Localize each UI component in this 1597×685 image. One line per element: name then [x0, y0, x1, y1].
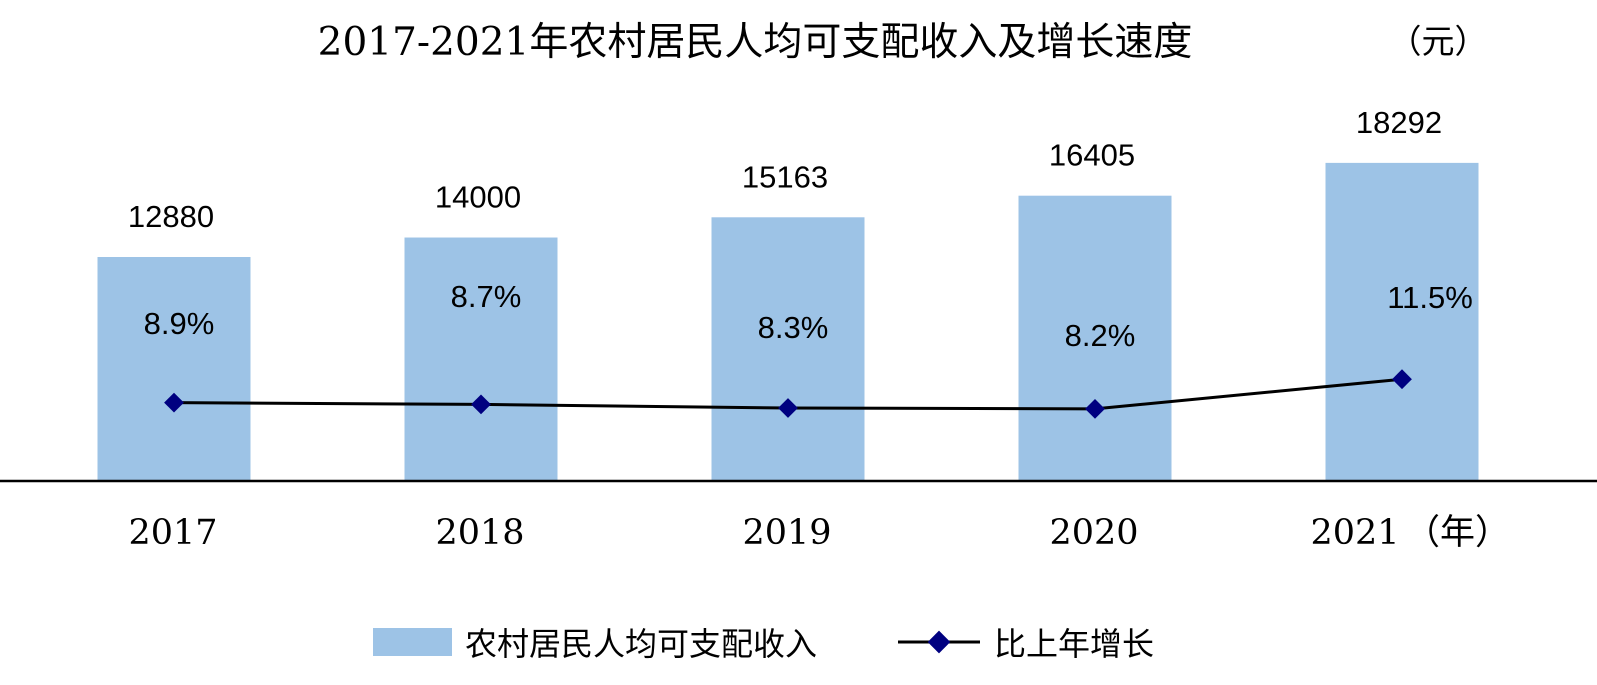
x-tick-2020: 2020 — [1049, 513, 1138, 553]
growth-marker-2021 — [1392, 369, 1412, 390]
growth-marker-2017 — [164, 392, 184, 413]
x-tick-2019: 2019 — [742, 513, 831, 553]
bar-value-label-2018: 14000 — [435, 180, 521, 215]
growth-label-2018: 8.7% — [451, 279, 522, 314]
legend-line-label: 比上年增长 — [994, 625, 1154, 663]
y-axis-unit: （元） — [1389, 22, 1488, 61]
bar-value-label-2020: 16405 — [1049, 138, 1135, 173]
bar-value-label-2021: 18292 — [1356, 105, 1442, 140]
bar-value-label-2019: 15163 — [742, 159, 828, 194]
bar-value-labels: 12880 14000 15163 16405 18292 — [128, 105, 1442, 234]
x-axis-tick-labels: 2017 2018 2019 2020 2021 （年） — [128, 513, 1510, 553]
growth-label-2021: 11.5% — [1387, 280, 1473, 315]
chart-title: 2017-2021年农村居民人均可支配收入及增长速度 — [318, 20, 1193, 65]
x-axis-unit: （年） — [1405, 513, 1510, 553]
growth-marker-2020 — [1085, 399, 1105, 419]
legend-line-marker — [927, 630, 951, 654]
x-tick-2021: 2021 — [1310, 513, 1399, 553]
x-tick-2018: 2018 — [435, 513, 524, 553]
bar-value-label-2017: 12880 — [128, 199, 214, 234]
bar-2017 — [97, 257, 251, 481]
legend-bar-swatch — [373, 628, 452, 656]
growth-label-2019: 8.3% — [758, 310, 829, 345]
bar-2021 — [1325, 162, 1479, 481]
bar-2019 — [711, 217, 865, 481]
growth-value-labels: 8.9% 8.7% 8.3% 8.2% 11.5% — [144, 279, 1473, 353]
legend: 农村居民人均可支配收入 比上年增长 — [373, 625, 1154, 663]
growth-marker-2018 — [471, 394, 491, 415]
growth-line-series — [164, 369, 1412, 419]
x-tick-2017: 2017 — [128, 513, 217, 553]
legend-bar-label: 农村居民人均可支配收入 — [465, 625, 817, 663]
bar-series — [97, 162, 1479, 481]
growth-marker-2019 — [778, 398, 798, 418]
growth-label-2017: 8.9% — [144, 306, 215, 341]
bar-2018 — [404, 237, 558, 481]
bar-2020 — [1018, 195, 1172, 481]
growth-label-2020: 8.2% — [1065, 318, 1136, 353]
